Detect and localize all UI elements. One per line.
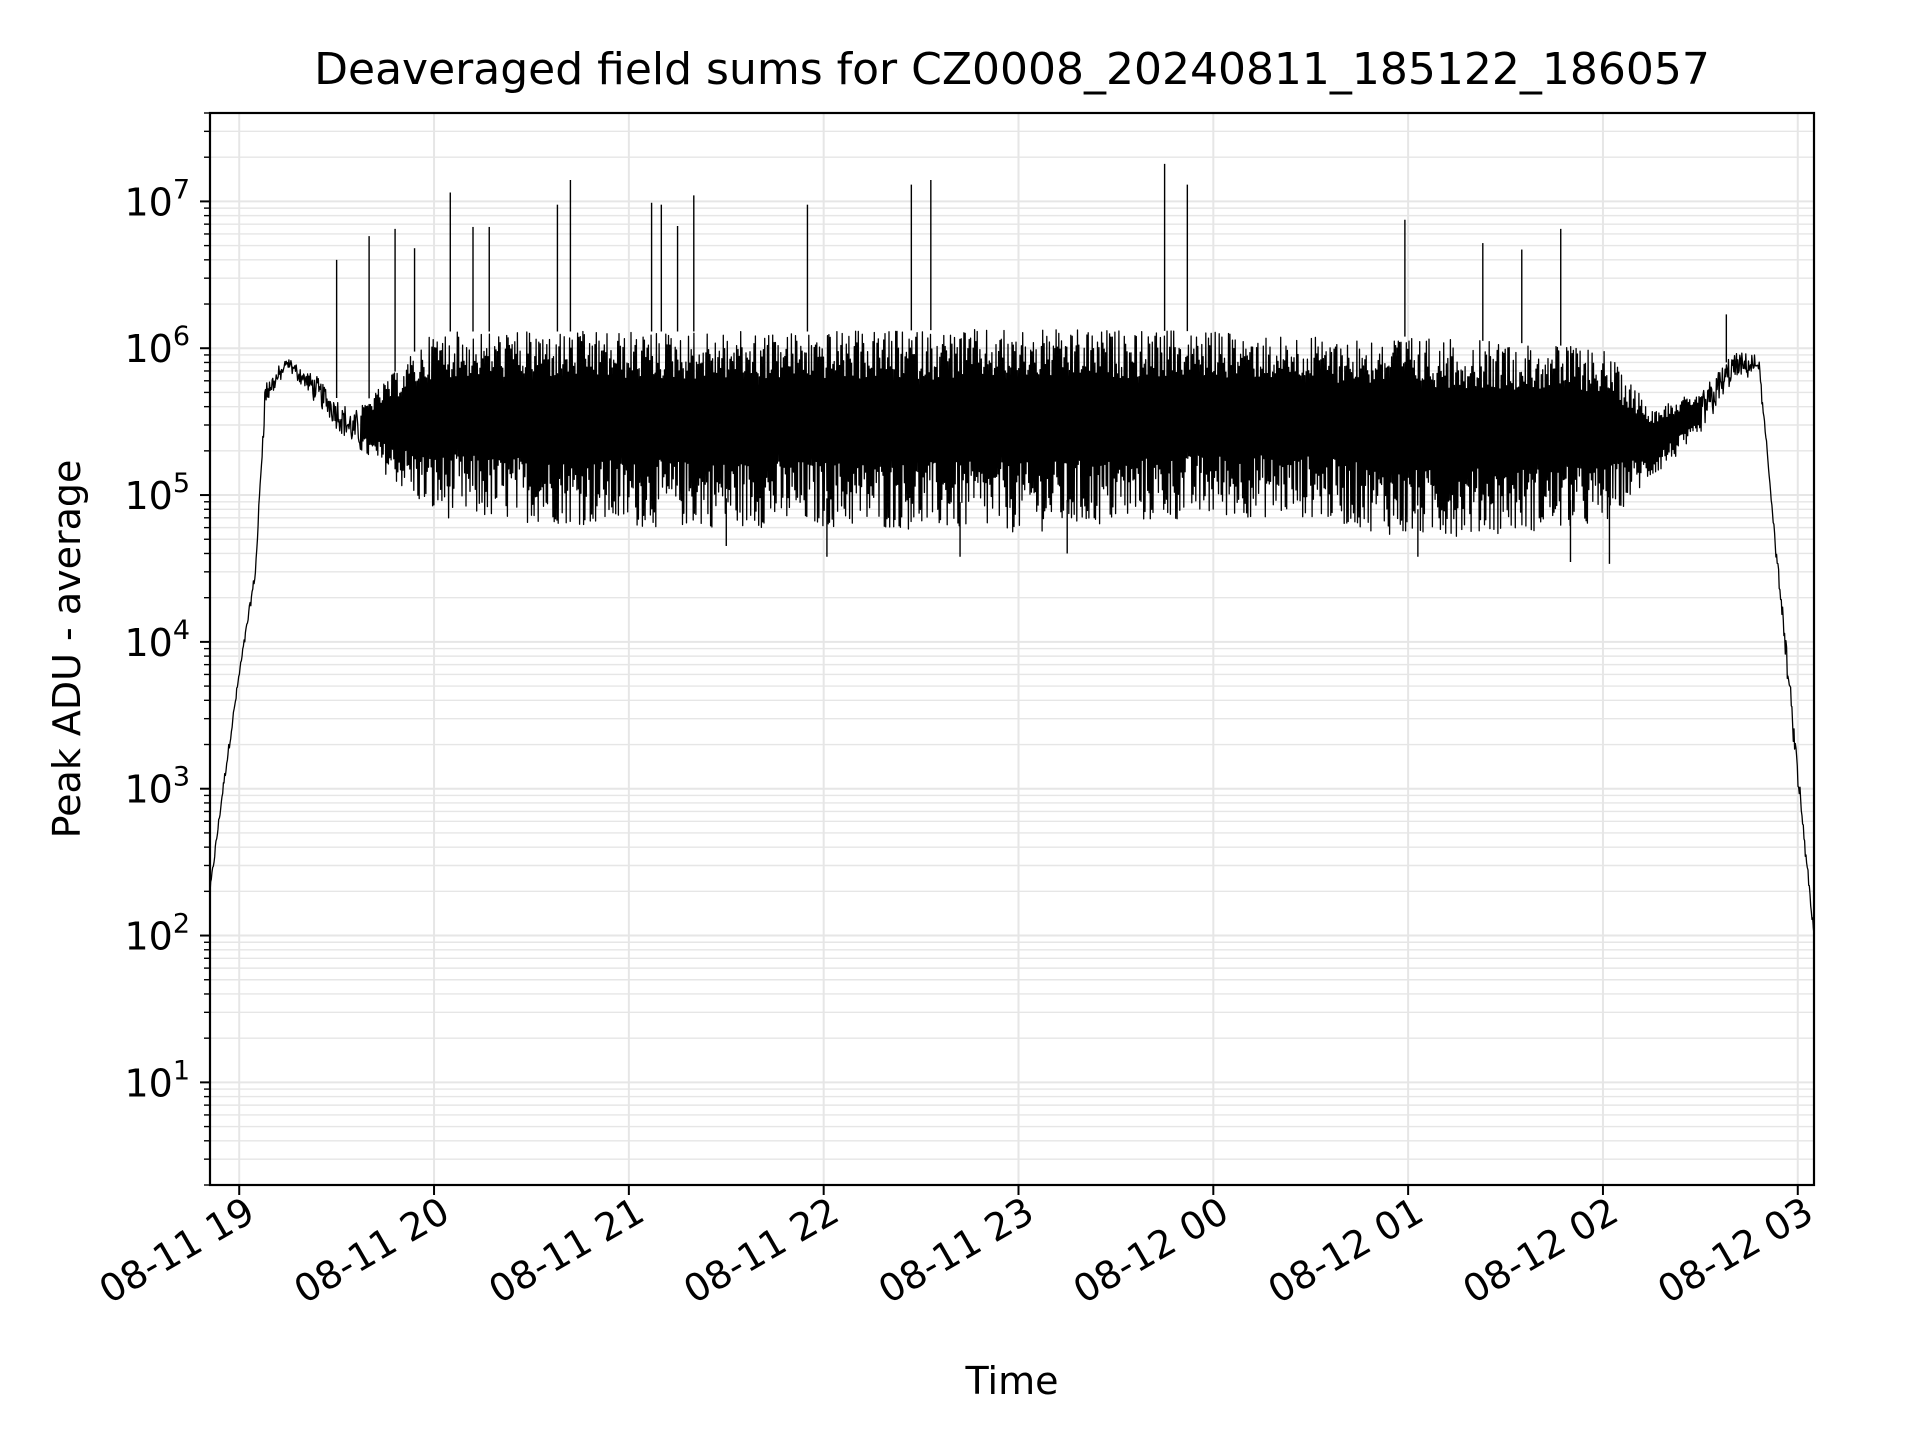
y-tick-label: 102 bbox=[124, 909, 190, 959]
series-line bbox=[209, 329, 1815, 935]
y-tick-label: 103 bbox=[124, 762, 190, 812]
y-tick-label: 107 bbox=[124, 174, 190, 224]
grid-lines bbox=[210, 112, 1814, 1186]
y-tick-label: 105 bbox=[124, 468, 190, 518]
chart-title: Deaveraged field sums for CZ0008_2024081… bbox=[314, 44, 1710, 95]
y-tick-label: 106 bbox=[124, 321, 190, 371]
y-tick-label: 104 bbox=[124, 615, 190, 665]
y-tick-label: 101 bbox=[124, 1055, 190, 1105]
y-axis-ticks: 101 102 103 104 105 106 107 bbox=[124, 112, 210, 1186]
x-axis-label: Time bbox=[965, 1359, 1059, 1403]
y-axis-label: Peak ADU - average bbox=[45, 460, 89, 839]
plot-area bbox=[209, 163, 1815, 935]
